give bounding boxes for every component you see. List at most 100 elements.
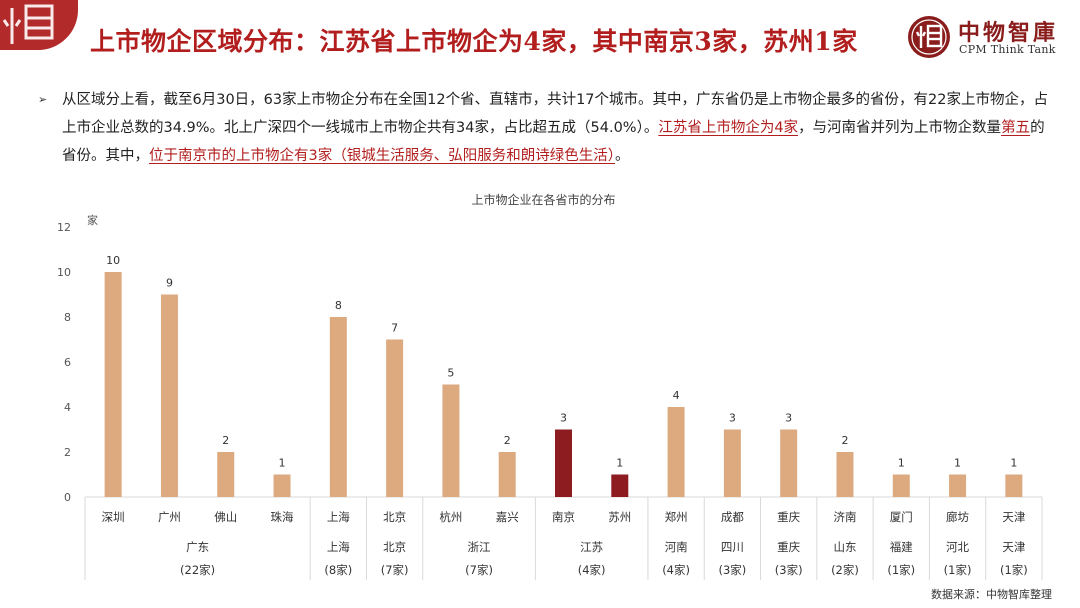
corner-logo-mark xyxy=(0,0,78,50)
bar-深圳 xyxy=(104,272,122,497)
group-label: 重庆 xyxy=(777,540,800,554)
y-axis-label: 家 xyxy=(87,213,98,227)
bar-上海 xyxy=(329,317,347,497)
bar-重庆 xyxy=(780,429,798,497)
group-label: 河南 xyxy=(665,540,688,554)
x-tick-label: 郑州 xyxy=(665,510,688,524)
y-tick-label: 8 xyxy=(64,311,71,324)
group-count: (1家) xyxy=(944,563,972,577)
group-label: 浙江 xyxy=(468,540,491,554)
bar-珠海 xyxy=(273,474,291,497)
group-label: 四川 xyxy=(721,540,744,554)
y-tick-label: 10 xyxy=(57,266,71,279)
x-tick-label: 珠海 xyxy=(271,510,294,524)
data-label: 1 xyxy=(616,457,623,470)
bar-廊坊 xyxy=(949,474,967,497)
group-count: (7家) xyxy=(381,563,409,577)
x-tick-label: 北京 xyxy=(383,510,406,524)
bar-南京 xyxy=(555,429,572,497)
x-tick-label: 深圳 xyxy=(102,510,125,524)
group-label: 上海 xyxy=(327,540,350,554)
data-label: 2 xyxy=(841,434,848,447)
x-tick-label: 嘉兴 xyxy=(496,510,519,524)
brand-tagline: CPM Think Tank xyxy=(959,43,1056,56)
summary-text-1: 从区域分上看，截至6月30日，63家上市物企分布在全国12个省、直辖市，共计17… xyxy=(62,92,1048,136)
bar-厦门 xyxy=(892,474,910,497)
bar-杭州 xyxy=(442,384,460,497)
group-count: (4家) xyxy=(662,563,690,577)
x-tick-label: 苏州 xyxy=(608,510,631,524)
data-source-note: 数据来源：中物智库整理 xyxy=(931,588,1052,601)
x-tick-label: 南京 xyxy=(552,510,575,524)
group-label: 福建 xyxy=(890,540,913,554)
data-label: 1 xyxy=(898,457,905,470)
data-label: 2 xyxy=(504,434,511,447)
x-tick-label: 济南 xyxy=(833,510,856,524)
x-tick-label: 成都 xyxy=(721,510,744,524)
bullet-arrow-icon: ➢ xyxy=(38,93,48,106)
data-label: 5 xyxy=(447,367,454,380)
x-tick-label: 上海 xyxy=(327,510,350,524)
group-label: 天津 xyxy=(1002,540,1025,554)
header: 上市物企区域分布：江苏省上市物企为4家，其中南京3家，苏州1家 中物智庫 CPM… xyxy=(0,0,1080,80)
brand-name: 中物智庫 xyxy=(958,20,1059,46)
group-label: 山东 xyxy=(833,540,856,554)
group-count: (3家) xyxy=(718,563,746,577)
bar-嘉兴 xyxy=(498,452,516,497)
y-tick-label: 12 xyxy=(57,221,71,234)
group-count: (3家) xyxy=(775,563,803,577)
highlight-fifth: 第五 xyxy=(1001,120,1031,136)
summary-text-3: 的省份。其中， xyxy=(62,120,1045,164)
data-label: 1 xyxy=(954,457,961,470)
group-count: (2家) xyxy=(831,563,859,577)
group-count: (1家) xyxy=(887,563,915,577)
x-tick-label: 廊坊 xyxy=(946,510,969,524)
y-tick-label: 0 xyxy=(64,491,71,504)
x-tick-label: 重庆 xyxy=(777,510,800,524)
data-label: 8 xyxy=(335,299,342,312)
bar-chart: 上市物企业在各省市的分布家02468101210深圳9广州2佛山1珠海8上海7北… xyxy=(57,192,1043,580)
bar-成都 xyxy=(723,429,741,497)
bar-佛山 xyxy=(217,452,235,497)
highlight-jiangsu: 江苏省上市物企为4家 xyxy=(658,120,799,136)
brand: 中物智庫 CPM Think Tank xyxy=(906,12,1076,62)
y-tick-label: 4 xyxy=(64,401,71,414)
group-label: 广东 xyxy=(186,540,209,554)
x-tick-label: 杭州 xyxy=(439,510,462,524)
summary-paragraph: ➢ 从区域分上看，截至6月30日，63家上市物企分布在全国12个省、直辖市，共计… xyxy=(38,86,1048,170)
data-label: 2 xyxy=(222,434,229,447)
data-label: 3 xyxy=(785,412,792,425)
group-label: 北京 xyxy=(383,540,406,554)
page-title: 上市物企区域分布：江苏省上市物企为4家，其中南京3家，苏州1家 xyxy=(90,27,858,56)
bar-天津 xyxy=(1005,474,1023,497)
bar-济南 xyxy=(836,452,854,497)
data-label: 7 xyxy=(391,322,398,335)
highlight-nanjing: 位于南京市的上市物企有3家（银城生活服务、弘阳服务和朗诗绿色生活） xyxy=(149,148,615,164)
bar-郑州 xyxy=(667,407,685,497)
data-label: 4 xyxy=(673,389,680,402)
y-tick-label: 2 xyxy=(64,446,71,459)
x-tick-label: 厦门 xyxy=(890,510,913,524)
data-label: 3 xyxy=(729,412,736,425)
chart-title: 上市物企业在各省市的分布 xyxy=(471,192,615,207)
x-tick-label: 佛山 xyxy=(214,510,237,524)
group-count: (22家) xyxy=(180,563,215,577)
bar-苏州 xyxy=(611,474,629,497)
y-tick-label: 6 xyxy=(64,356,71,369)
brand-logo-icon xyxy=(908,16,950,58)
data-label: 1 xyxy=(1010,457,1017,470)
group-count: (4家) xyxy=(578,563,606,577)
x-tick-label: 广州 xyxy=(158,510,181,524)
summary-text-2: ，与河南省并列为上市物企数量 xyxy=(798,120,1002,136)
bar-北京 xyxy=(386,339,404,497)
summary-text-4: 。 xyxy=(614,148,630,164)
data-label: 10 xyxy=(106,254,120,267)
data-label: 3 xyxy=(560,412,567,425)
bar-广州 xyxy=(160,294,178,497)
group-count: (8家) xyxy=(324,563,352,577)
group-count: (7家) xyxy=(465,563,493,577)
data-label: 1 xyxy=(279,457,286,470)
group-count: (1家) xyxy=(1000,563,1028,577)
x-tick-label: 天津 xyxy=(1002,510,1025,524)
group-label: 江苏 xyxy=(580,540,603,554)
